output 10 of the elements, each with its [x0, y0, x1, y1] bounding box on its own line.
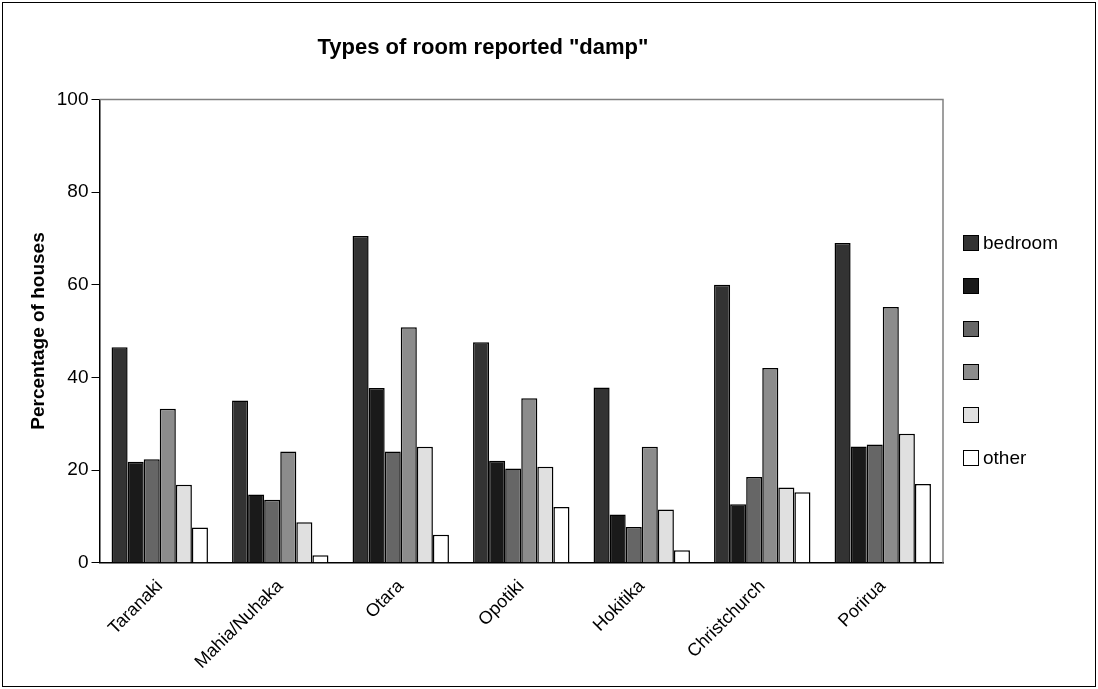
y-tick-label: 40: [67, 365, 89, 387]
y-tick-label: 100: [56, 87, 89, 109]
text: other: [983, 446, 1027, 469]
y-axis-title: Percentage of houses: [26, 232, 48, 430]
legend-label: bedroom: [983, 231, 1058, 254]
y-tick-label: 60: [67, 272, 89, 294]
y-tick-label: 80: [67, 180, 89, 202]
y-tick-label: 0: [77, 550, 89, 572]
chart-title: Types of room reported "damp": [317, 34, 649, 60]
y-tick-label: 20: [67, 458, 89, 480]
